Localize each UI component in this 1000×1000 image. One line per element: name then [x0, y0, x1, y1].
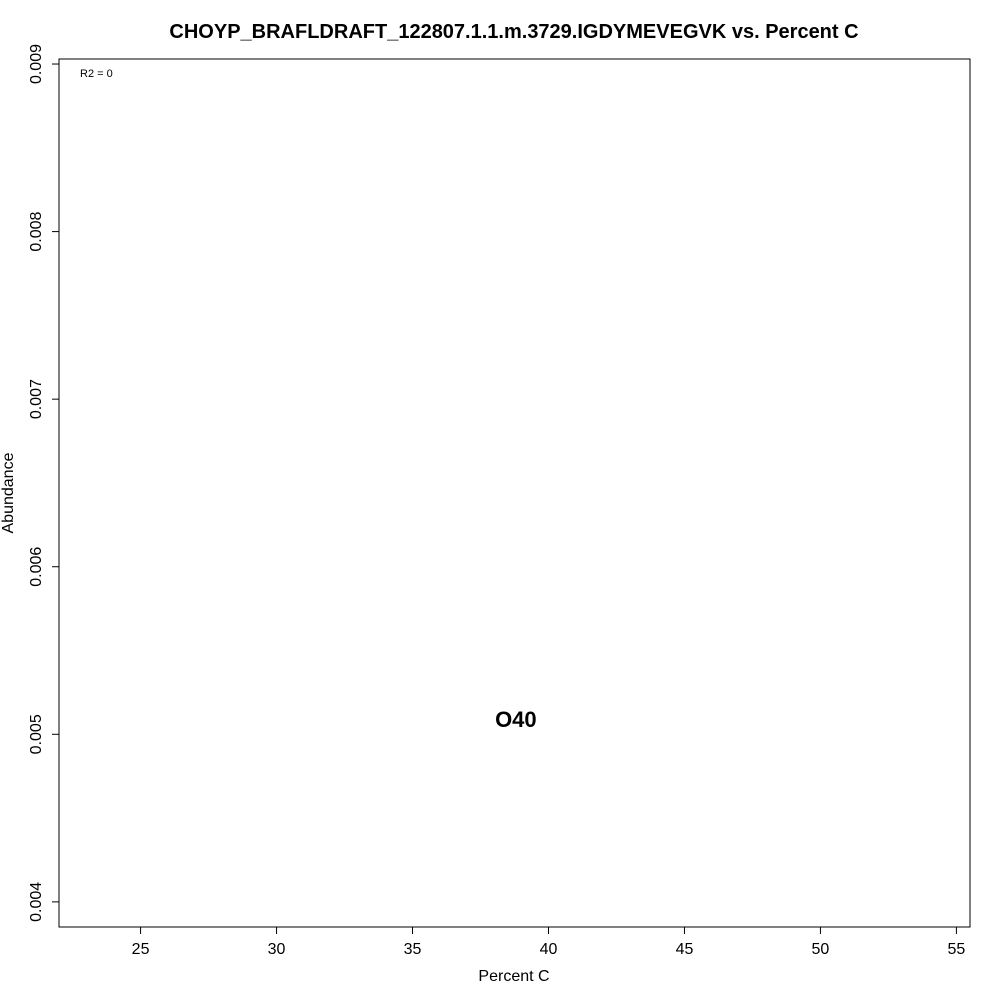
- y-tick-label: 0.007: [28, 379, 45, 419]
- plot-frame: [58, 58, 971, 928]
- x-axis-label: Percent C: [478, 968, 549, 985]
- x-axis: 25 30 35 40 45 50 55: [132, 926, 966, 958]
- y-axis: 0.004 0.005 0.006 0.007 0.008 0.009: [28, 44, 60, 922]
- y-axis-label: Abundance: [0, 452, 17, 533]
- x-tick-label: 40: [540, 941, 558, 958]
- point-label: O40: [495, 707, 537, 732]
- y-tick-label: 0.004: [28, 882, 45, 922]
- y-tick-label: 0.005: [28, 714, 45, 754]
- y-tick-label: 0.009: [28, 44, 45, 84]
- chart-title: CHOYP_BRAFLDRAFT_122807.1.1.m.3729.IGDYM…: [169, 21, 858, 43]
- x-tick-label: 45: [676, 941, 694, 958]
- r2-annotation: R2 = 0: [80, 68, 113, 80]
- data-points: O40: [495, 707, 537, 732]
- y-tick-label: 0.008: [28, 211, 45, 251]
- x-tick-label: 55: [948, 941, 966, 958]
- x-tick-label: 50: [812, 941, 830, 958]
- x-tick-label: 25: [132, 941, 150, 958]
- y-tick-label: 0.006: [28, 547, 45, 587]
- x-tick-label: 35: [404, 941, 422, 958]
- x-tick-label: 30: [268, 941, 286, 958]
